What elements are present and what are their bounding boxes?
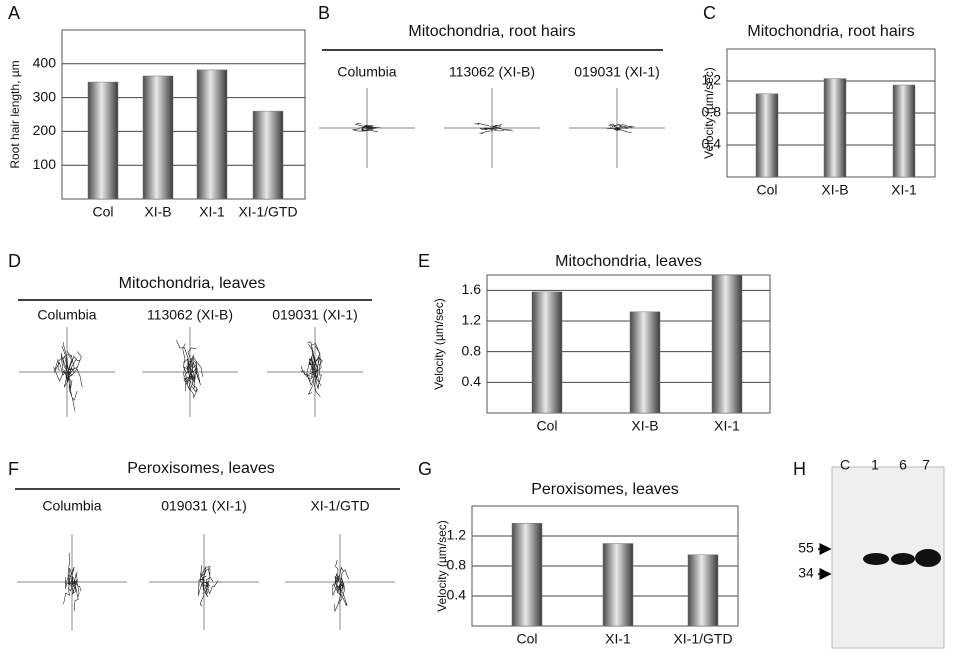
panel-label: 113062 (XI-B) (147, 307, 233, 323)
panel-letter: D (8, 251, 21, 271)
y-tick-label: 1.2 (447, 527, 467, 543)
x-tick-label: XI-1 (891, 182, 917, 198)
lane-label: 7 (922, 457, 930, 473)
panel-label: XI-1/GTD (310, 498, 369, 514)
y-tick-label: 400 (33, 55, 57, 71)
panel-title: Mitochondria, leaves (119, 275, 266, 292)
lane-label: C (840, 457, 850, 473)
chart-title: Peroxisomes, leaves (531, 481, 679, 498)
y-tick-label: 1.2 (462, 312, 482, 328)
lane-label: 1 (871, 457, 879, 473)
trajectory (333, 560, 349, 611)
marker-label: 34 (798, 565, 814, 581)
figure: 100 200 300 400 Root hair length, µm Col XI-B X… (0, 0, 963, 658)
trajectory (301, 342, 323, 397)
panel-letter: A (8, 3, 20, 23)
x-tick-label: XI-B (144, 204, 171, 220)
chart-title: Mitochondria, root hairs (747, 23, 914, 40)
y-tick-label: 300 (33, 88, 57, 104)
y-tick-label: 0.4 (462, 373, 482, 389)
panel-letter: E (418, 251, 430, 271)
trajectory (54, 342, 83, 411)
panel-label: 019031 (XI-1) (161, 498, 247, 514)
x-tick-label: Col (516, 631, 537, 647)
x-tick-label: XI-B (631, 418, 658, 434)
y-tick-label: 0.8 (447, 557, 467, 573)
y-axis-label: Velocity (µm/sec) (435, 520, 449, 612)
bar (512, 523, 542, 626)
y-axis-label: Root hair length, µm (8, 60, 22, 168)
x-tick-label: Col (92, 204, 113, 220)
panel-letter: F (8, 459, 19, 479)
bar (532, 292, 562, 413)
bar (688, 555, 718, 626)
marker-label: 55 (798, 540, 814, 556)
chart-title: Mitochondria, leaves (555, 253, 702, 270)
panel-label: Columbia (337, 64, 396, 80)
bar (603, 544, 633, 627)
y-tick-label: 100 (33, 156, 57, 172)
bar (712, 275, 742, 413)
bar (143, 76, 173, 199)
panel-label: 019031 (XI-1) (574, 64, 660, 80)
x-tick-label: XI-1 (714, 418, 740, 434)
bar (756, 94, 778, 177)
x-tick-label: XI-1 (605, 631, 631, 647)
bar (197, 70, 227, 199)
bar (88, 82, 118, 199)
y-axis-label: Velocity (µm/sec) (702, 67, 716, 159)
panel-label: 019031 (XI-1) (272, 307, 358, 323)
y-tick-label: 0.4 (447, 587, 467, 603)
lane-label: 6 (899, 457, 907, 473)
y-tick-label: 200 (33, 122, 57, 138)
band (915, 549, 941, 567)
bar (630, 312, 660, 413)
x-tick-label: XI-1/GTD (673, 631, 732, 647)
bar (893, 85, 915, 177)
panel-letter: G (418, 459, 432, 479)
x-tick-label: Col (756, 182, 777, 198)
panel-letter: B (318, 3, 330, 23)
panel-label: Columbia (37, 307, 96, 323)
panel-title: Mitochondria, root hairs (408, 23, 575, 40)
band (863, 553, 889, 565)
y-tick-label: 1.6 (462, 281, 482, 297)
panel-label: 113062 (XI-B) (449, 64, 535, 80)
x-tick-label: Col (536, 418, 557, 434)
y-tick-label: 0.8 (462, 342, 482, 358)
y-axis-label: Velocity (µm/sec) (432, 298, 446, 390)
x-tick-label: XI-1/GTD (238, 204, 297, 220)
bar (253, 111, 283, 199)
band (891, 553, 915, 565)
panel-title: Peroxisomes, leaves (127, 460, 275, 477)
bar (824, 79, 846, 177)
x-tick-label: XI-B (821, 182, 848, 198)
panel-letter: C (703, 3, 716, 23)
panel-letter: H (793, 459, 806, 479)
panel-label: Columbia (42, 498, 101, 514)
trajectory (198, 565, 218, 606)
x-tick-label: XI-1 (199, 204, 225, 220)
